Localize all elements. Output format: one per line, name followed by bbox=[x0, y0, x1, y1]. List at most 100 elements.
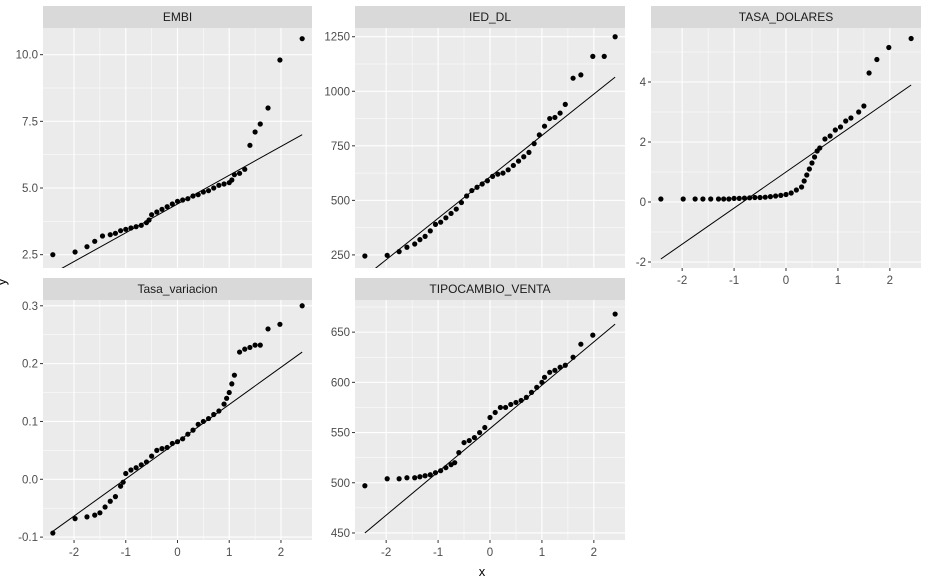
data-point bbox=[159, 446, 165, 452]
data-point bbox=[474, 184, 480, 190]
data-point bbox=[497, 404, 503, 411]
data-point bbox=[513, 399, 519, 406]
data-point bbox=[149, 453, 155, 459]
panel-data bbox=[658, 35, 914, 260]
data-point bbox=[133, 465, 139, 471]
qq-reference-line bbox=[61, 134, 303, 268]
facet-panel-tasa-variacion: Tasa_variacion -0.1 0.0 0.1 0.2 0.3 -2 -1 0 1 2 bbox=[18, 278, 312, 559]
data-point bbox=[469, 187, 475, 194]
data-point bbox=[726, 196, 732, 202]
data-point bbox=[236, 170, 243, 176]
data-point bbox=[107, 498, 113, 504]
data-point bbox=[427, 228, 433, 234]
data-point bbox=[658, 196, 664, 202]
data-point bbox=[590, 332, 596, 338]
facet-strip bbox=[651, 6, 921, 28]
data-point bbox=[236, 349, 243, 355]
data-point bbox=[190, 427, 196, 433]
data-point bbox=[224, 395, 230, 401]
x-tick-label: 0 bbox=[487, 547, 493, 559]
y-tick-label: 600 bbox=[331, 377, 350, 389]
y-tick-label: 5.0 bbox=[22, 183, 38, 195]
data-point bbox=[458, 199, 465, 206]
x-tick-label: 2 bbox=[591, 547, 597, 559]
data-point bbox=[832, 127, 838, 133]
data-point bbox=[510, 162, 516, 169]
data-point bbox=[143, 459, 150, 465]
data-point bbox=[736, 195, 742, 201]
data-point bbox=[708, 196, 714, 202]
data-point bbox=[195, 421, 201, 427]
y-tick-label: 750 bbox=[331, 141, 350, 153]
data-point bbox=[500, 170, 506, 176]
facet-panel-tipocambio-venta: TIPOCAMBIO_VENTA 450 500 550 600 650 -2 -1 0 1 2 bbox=[331, 278, 625, 559]
data-point bbox=[50, 530, 56, 536]
data-point bbox=[180, 436, 186, 442]
facet-strip-label: TIPOCAMBIO_VENTA bbox=[429, 282, 550, 296]
data-point bbox=[231, 372, 238, 378]
x-tick-label: -2 bbox=[69, 547, 79, 559]
data-point bbox=[489, 173, 496, 179]
facet-strip-label: EMBI bbox=[163, 10, 192, 24]
data-point bbox=[715, 196, 722, 202]
data-point bbox=[92, 512, 98, 518]
data-point bbox=[229, 381, 235, 387]
data-point bbox=[417, 237, 423, 243]
data-point bbox=[277, 57, 283, 63]
data-point bbox=[117, 483, 124, 489]
data-point bbox=[252, 342, 258, 348]
data-point bbox=[252, 129, 258, 135]
data-point bbox=[886, 44, 892, 51]
facet-panel-tasa-dolares: TASA_DOLARES -2 0 2 4 -2 -1 0 1 2 bbox=[636, 6, 921, 287]
data-point bbox=[547, 369, 553, 375]
data-point bbox=[216, 408, 222, 414]
data-point bbox=[169, 440, 175, 447]
data-point bbox=[102, 504, 108, 510]
data-point bbox=[195, 192, 201, 198]
y-tick-label: 0.1 bbox=[22, 416, 38, 428]
data-point bbox=[99, 233, 106, 239]
data-point bbox=[226, 389, 232, 396]
data-point bbox=[590, 53, 596, 59]
data-point bbox=[861, 103, 867, 109]
data-point bbox=[97, 510, 103, 516]
data-point bbox=[801, 178, 807, 184]
data-point bbox=[265, 326, 271, 332]
data-point bbox=[798, 184, 805, 190]
data-point bbox=[92, 238, 98, 244]
facet-strip-label: TASA_DOLARES bbox=[739, 10, 833, 24]
data-point bbox=[804, 172, 810, 178]
facet-strip bbox=[355, 278, 625, 300]
data-point bbox=[505, 167, 511, 173]
data-point bbox=[221, 181, 227, 187]
data-point bbox=[362, 253, 368, 259]
data-point bbox=[299, 36, 305, 42]
data-point bbox=[84, 514, 90, 520]
y-tick-label: 500 bbox=[331, 195, 350, 207]
data-point bbox=[396, 476, 402, 482]
y-tick-label: 500 bbox=[331, 478, 350, 490]
data-point bbox=[521, 154, 527, 160]
facet-panels: EMBI2.55.07.510.0IED_DL25050075010001250… bbox=[16, 6, 921, 559]
data-point bbox=[133, 224, 139, 230]
data-point bbox=[50, 252, 56, 258]
y-tick-label: 0 bbox=[640, 197, 646, 209]
x-tick-label: -1 bbox=[121, 547, 131, 559]
data-point bbox=[747, 195, 753, 201]
facet-strip-label: Tasa_variacion bbox=[137, 282, 217, 296]
data-point bbox=[856, 109, 862, 115]
data-point bbox=[200, 189, 206, 195]
data-point bbox=[72, 249, 78, 255]
data-point bbox=[908, 35, 914, 42]
data-point bbox=[482, 424, 488, 431]
facet-strip bbox=[355, 6, 625, 28]
data-point bbox=[526, 149, 532, 155]
data-point bbox=[72, 516, 78, 522]
data-point bbox=[471, 434, 478, 441]
data-point bbox=[123, 226, 129, 232]
data-point bbox=[417, 474, 423, 480]
data-point bbox=[547, 115, 553, 122]
data-point bbox=[164, 204, 170, 210]
y-tick-label: 250 bbox=[331, 250, 350, 262]
